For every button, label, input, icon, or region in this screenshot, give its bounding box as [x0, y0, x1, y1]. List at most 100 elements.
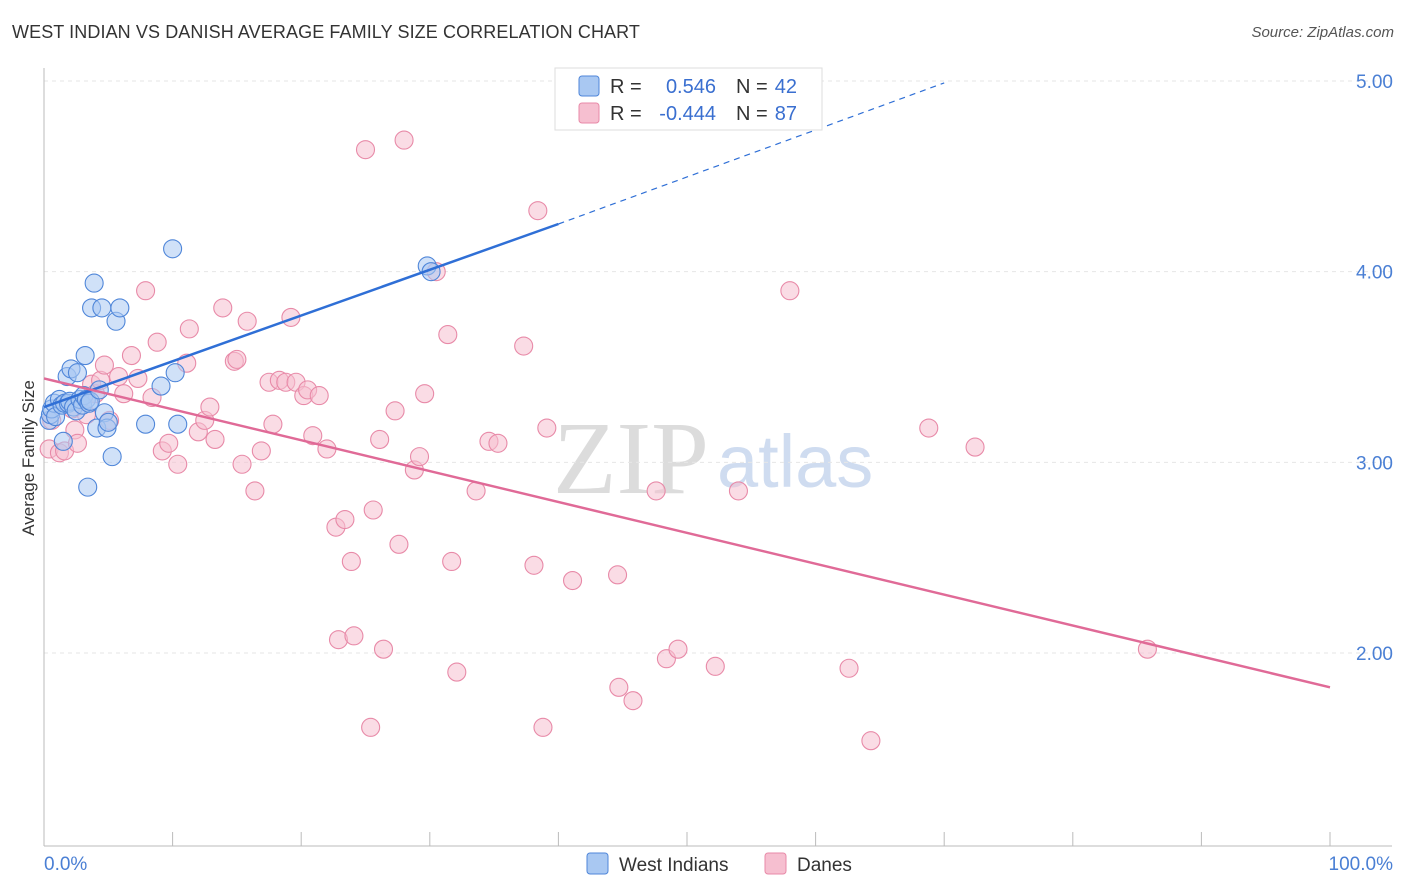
west-indians-point-38 [165, 363, 185, 383]
legend-swatch-danes [578, 102, 600, 124]
x-tick-label-1: 100.0% [1329, 854, 1394, 875]
danes-point-83 [728, 481, 748, 501]
y-tick-label-3: 5.00 [1356, 72, 1393, 93]
y-tick-label-2: 4.00 [1356, 263, 1393, 284]
danes-point-77 [609, 677, 629, 697]
bottom-legend-label-danes: Danes [797, 855, 852, 876]
y-tick-label-1: 3.00 [1356, 453, 1393, 474]
danes-point-64 [438, 325, 458, 345]
west-indians-point-34 [110, 298, 130, 318]
danes-point-53 [361, 717, 381, 737]
bottom-legend-swatch-west-indians [586, 852, 609, 875]
y-axis-title: Average Family Size [19, 380, 38, 536]
x-axis-tick-labels: 0.0% 100.0% [44, 854, 1393, 875]
west-indians-point-19 [75, 346, 95, 366]
legend-n-label-danes: N = [736, 103, 768, 125]
danes-point-88 [965, 437, 985, 457]
danes-point-35 [251, 441, 271, 461]
legend-r-value-west-indians: 0.546 [666, 76, 716, 98]
legend-r-value-danes: -0.444 [659, 103, 716, 125]
danes-point-69 [488, 433, 508, 453]
legend-n-value-danes: 87 [775, 103, 797, 125]
legend-r-label-danes: R = [610, 103, 642, 125]
bottom-legend-swatch-danes [764, 852, 787, 875]
danes-point-79 [646, 481, 666, 501]
x-tick-label-0: 0.0% [44, 854, 87, 875]
danes-point-31 [227, 349, 247, 369]
west-indians-point-36 [151, 376, 171, 396]
danes-point-44 [303, 426, 323, 446]
danes-point-74 [537, 418, 557, 438]
chart-source: Source: ZipAtlas.com [1251, 24, 1394, 41]
danes-point-17 [136, 281, 156, 301]
west-indians-point-35 [136, 414, 156, 434]
watermark: ZIP atlas [553, 401, 873, 516]
danes-point-51 [344, 626, 364, 646]
danes-point-33 [237, 311, 257, 331]
west-indians-point-39 [168, 414, 188, 434]
danes-point-28 [205, 429, 225, 450]
danes-point-21 [159, 433, 179, 453]
danes-point-81 [668, 639, 688, 659]
danes-point-29 [213, 298, 233, 318]
danes-point-15 [121, 346, 141, 366]
gridlines [44, 80, 1392, 654]
west-indians-point-25 [84, 273, 104, 293]
danes-point-45 [309, 386, 329, 406]
danes-point-22 [168, 454, 188, 474]
legend-n-value-west-indians: 42 [775, 76, 797, 98]
danes-point-73 [533, 717, 553, 737]
danes-point-72 [528, 201, 548, 221]
west-indians-point-37 [163, 239, 183, 259]
danes-point-56 [373, 639, 394, 659]
danes-point-19 [147, 332, 167, 352]
y-tick-label-0: 2.00 [1356, 644, 1393, 665]
danes-point-86 [861, 731, 881, 751]
danes-trendline [43, 377, 1331, 689]
danes-point-71 [524, 555, 544, 575]
west-indians-point-28 [92, 298, 112, 318]
legend-swatch-west-indians [578, 75, 600, 97]
danes-point-65 [442, 551, 462, 572]
danes-point-57 [385, 401, 405, 421]
legend-r-label-west-indians: R = [610, 76, 642, 98]
danes-point-11 [94, 355, 114, 375]
danes-point-61 [409, 447, 430, 467]
danes-point-34 [245, 481, 265, 501]
danes-point-27 [200, 397, 220, 417]
trendlines [43, 82, 1331, 689]
danes-point-66 [447, 662, 467, 682]
legend-n-label-west-indians: N = [736, 76, 768, 98]
danes-point-82 [705, 656, 725, 676]
danes-point-50 [341, 551, 361, 572]
west-indians-trendline [43, 222, 559, 409]
west-indians-point-21 [78, 477, 98, 497]
series-legend: West Indians Danes [586, 852, 852, 876]
danes-point-58 [389, 534, 409, 554]
bottom-legend-label-west-indians: West Indians [619, 855, 728, 876]
y-axis-tick-labels: 2.00 3.00 4.00 5.00 [1356, 72, 1393, 665]
danes-point-76 [608, 565, 628, 585]
west-indians-point-32 [102, 447, 122, 467]
west-indians-point-31 [98, 412, 118, 432]
danes-point-75 [562, 570, 583, 591]
danes-point-84 [780, 281, 800, 301]
danes-point-37 [263, 414, 283, 434]
danes-point-52 [355, 140, 376, 160]
danes-point-87 [919, 418, 939, 438]
danes-point-49 [335, 509, 355, 530]
west-indians-point-15 [67, 363, 87, 383]
danes-point-70 [514, 336, 534, 356]
danes-point-55 [370, 429, 390, 450]
danes-point-32 [232, 454, 252, 474]
watermark-zip: ZIP [553, 401, 709, 516]
west-indians-trendline-extension [558, 82, 945, 225]
danes-point-85 [839, 658, 859, 678]
west-indians-point-7 [53, 431, 73, 451]
x-axis-ticks [43, 832, 1331, 846]
danes-point-62 [415, 384, 435, 404]
chart-title: WEST INDIAN VS DANISH AVERAGE FAMILY SIZ… [12, 22, 641, 42]
danes-point-54 [363, 500, 383, 520]
danes-point-59 [394, 130, 414, 150]
